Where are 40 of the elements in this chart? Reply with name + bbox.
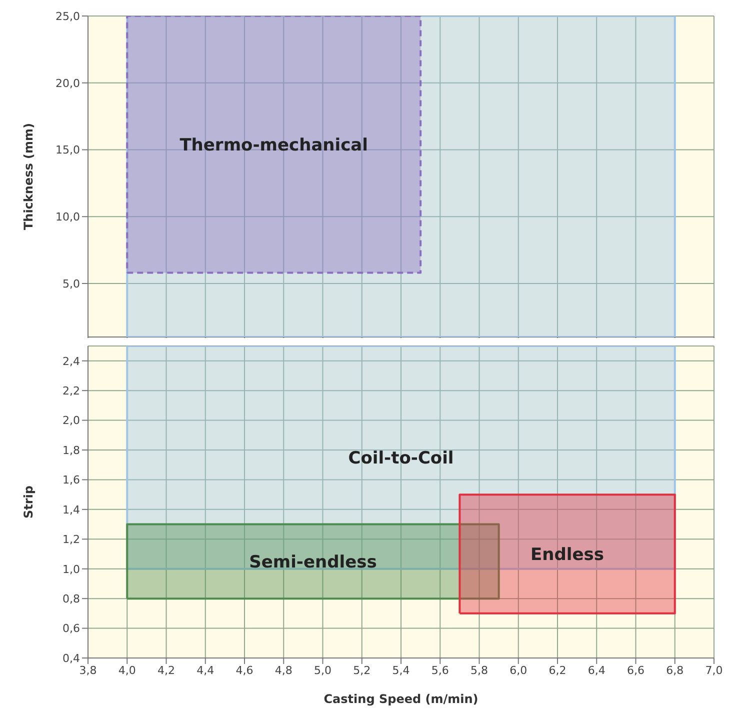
x-tick-label: 4,6 (236, 664, 254, 677)
x-tick-label: 5,6 (431, 664, 449, 677)
y-tick-label: 25,0 (56, 10, 80, 23)
x-tick-label: 6,2 (548, 664, 566, 677)
y-tick-label: 1,6 (62, 474, 80, 487)
series-label: Thermo-mechanical (180, 135, 368, 156)
x-tick-label: 5,0 (314, 664, 332, 677)
x-tick-label: 5,8 (470, 664, 488, 677)
x-tick-label: 6,4 (588, 664, 606, 677)
x-tick-label: 4,0 (118, 664, 136, 677)
y-tick-label: 10,0 (56, 210, 80, 224)
series-label: Semi-endless (249, 552, 377, 572)
x-tick-label: 4,8 (274, 664, 292, 677)
x-tick-label: 4,4 (196, 664, 214, 677)
x-tick-label: 5,2 (353, 664, 371, 677)
y-tick-label: 1,0 (62, 562, 80, 576)
y-tick-label: 0,4 (62, 652, 80, 665)
y-tick-label: 15,0 (56, 144, 80, 157)
y-axis-title: Thickness (mm) (21, 122, 36, 230)
y-tick-label: 2,4 (62, 354, 80, 368)
y-tick-label: 1,2 (62, 533, 80, 546)
y-axis-title: Strip (21, 485, 36, 518)
x-axis-title: Casting Speed (m/min) (324, 692, 478, 706)
series-label: Coil-to-Coil (348, 448, 454, 468)
y-tick-label: 1,4 (62, 503, 80, 516)
x-tick-label: 6,6 (627, 664, 644, 677)
x-tick-label: 5,4 (392, 664, 410, 677)
y-tick-label: 2,0 (62, 414, 80, 428)
x-tick-label: 4,2 (158, 664, 175, 677)
series-label: Endless (530, 545, 604, 566)
x-tick-label: 7,0 (705, 664, 723, 677)
y-tick-label: 2,2 (62, 384, 80, 398)
x-tick-label: 6,8 (666, 664, 684, 677)
y-tick-label: 20,0 (56, 76, 80, 90)
y-tick-label: 5,0 (62, 277, 80, 290)
x-tick-label: 3,8 (79, 664, 97, 677)
y-tick-label: 1,8 (62, 444, 80, 457)
x-tick-label: 6,0 (510, 664, 528, 677)
y-tick-label: 0,6 (62, 622, 80, 636)
y-tick-label: 0,8 (62, 592, 80, 606)
